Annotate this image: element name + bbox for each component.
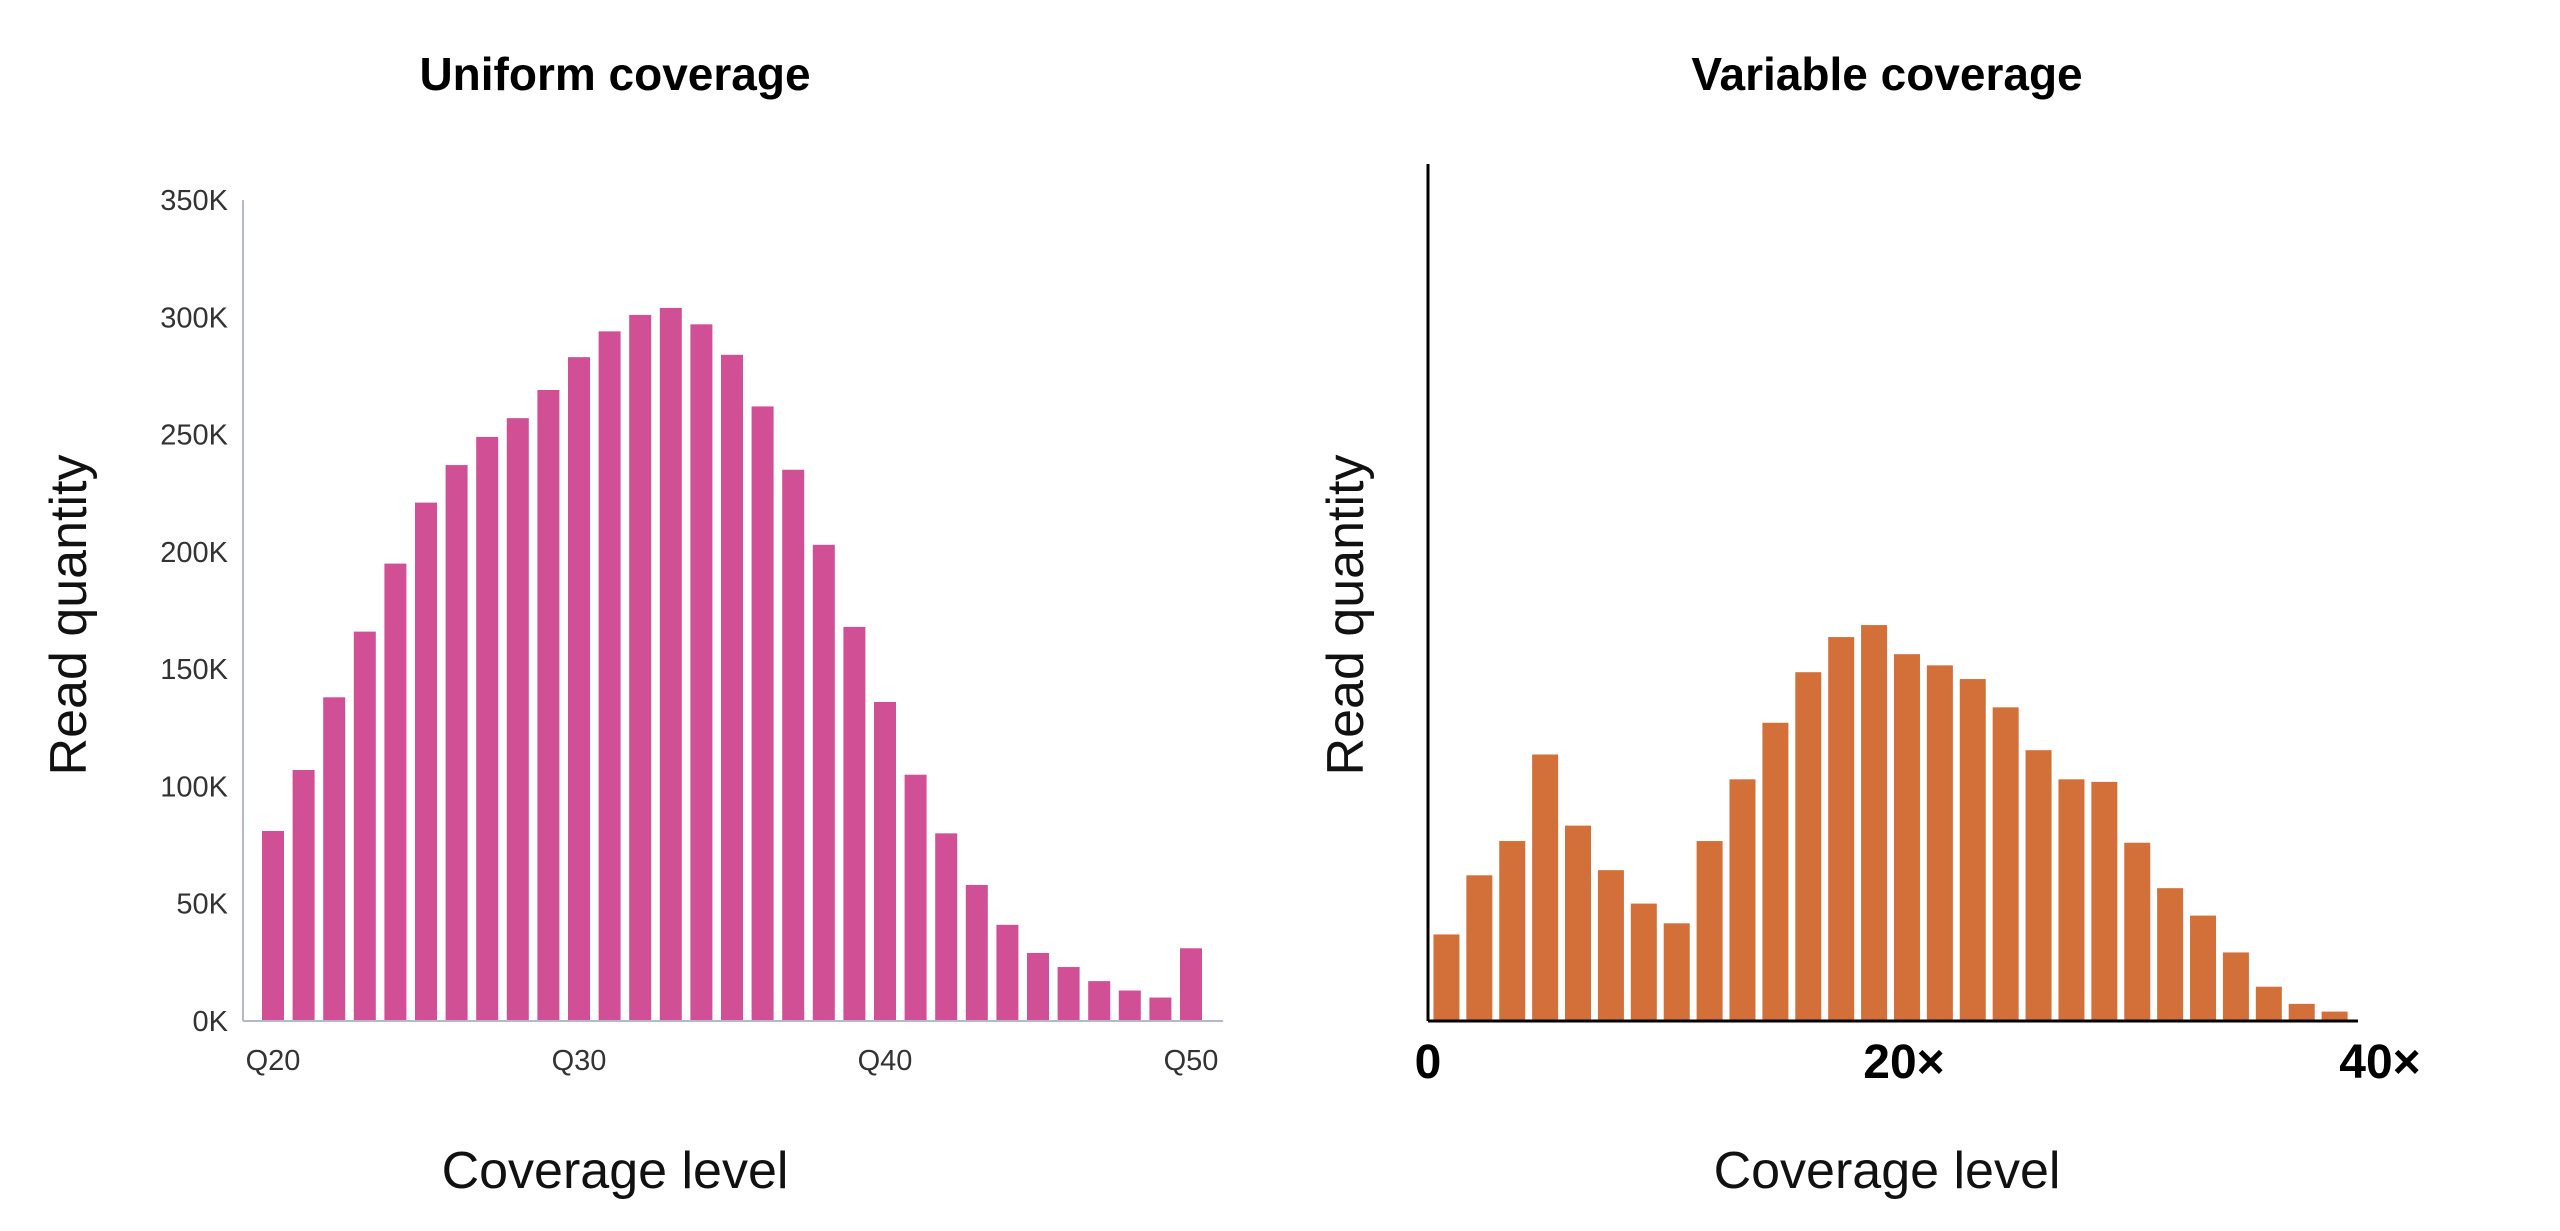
bar-bin-26 — [2255, 986, 2282, 1021]
bar-bin-21 — [2091, 781, 2118, 1021]
bar-q39 — [843, 626, 866, 1021]
uniform-coverage-chart: Uniform coverage Read quantity Coverage … — [40, 48, 1223, 1200]
y-tick-label: 150K — [160, 654, 228, 686]
bar-bin-9 — [1696, 841, 1723, 1021]
bar-q25 — [415, 502, 437, 1021]
bar-q40 — [874, 701, 896, 1021]
bar-q34 — [690, 324, 713, 1021]
bar-bin-8 — [1663, 923, 1690, 1021]
y-tick-label: 200K — [160, 537, 228, 569]
bar-bin-25 — [2222, 952, 2249, 1021]
y-axis-label: Read quantity — [1317, 455, 1375, 776]
bar-q20 — [262, 830, 284, 1021]
bar-bin-15 — [1893, 654, 1920, 1021]
bar-q35 — [721, 354, 743, 1021]
x-tick-label: Q20 — [246, 1045, 301, 1077]
bar-q30 — [568, 357, 590, 1022]
bar-q47 — [1088, 981, 1111, 1021]
bar-q33 — [659, 307, 682, 1022]
bar-bin-13 — [1828, 637, 1855, 1021]
x-tick-label: Q40 — [858, 1045, 913, 1077]
bar-q48 — [1118, 990, 1141, 1021]
bar-bin-20 — [2058, 779, 2085, 1021]
bar-q37 — [782, 469, 805, 1021]
y-tick-label: 50K — [176, 889, 228, 921]
bar-q32 — [629, 314, 652, 1021]
bar-bin-7 — [1630, 903, 1657, 1021]
bar-bin-24 — [2190, 915, 2217, 1021]
bar-q38 — [812, 544, 835, 1021]
bar-bin-22 — [2124, 842, 2151, 1021]
y-tick-label: 0K — [193, 1006, 229, 1038]
y-tick-label: 100K — [160, 771, 228, 803]
bar-q42 — [935, 833, 958, 1021]
bar-q27 — [476, 436, 499, 1022]
bar-bin-6 — [1597, 870, 1624, 1021]
bar-q45 — [1027, 952, 1049, 1021]
bar-q28 — [506, 418, 529, 1021]
bar-bin-27 — [2288, 1003, 2315, 1021]
bar-q22 — [323, 697, 346, 1021]
bar-q31 — [598, 331, 621, 1021]
y-axis-label: Read quantity — [40, 455, 98, 776]
bar-q43 — [965, 884, 988, 1021]
bar-q21 — [292, 770, 315, 1021]
bar-bin-16 — [1926, 665, 1953, 1021]
bar-bin-3 — [1499, 841, 1526, 1021]
bar-bin-28 — [2321, 1011, 2348, 1021]
chart-title: Variable coverage — [1691, 48, 2082, 100]
y-tick-label: 350K — [160, 185, 228, 217]
bar-q46 — [1057, 967, 1080, 1021]
bar-bin-19 — [2025, 750, 2052, 1021]
x-tick-label: Q30 — [552, 1045, 607, 1077]
x-tick-label: 0 — [1415, 1036, 1442, 1089]
bar-bin-17 — [1959, 679, 1986, 1021]
x-tick-label: 40× — [2339, 1036, 2420, 1089]
bar-q29 — [537, 390, 560, 1021]
bar-bin-2 — [1466, 875, 1493, 1021]
bar-bin-23 — [2157, 888, 2184, 1021]
x-tick-label: Q50 — [1164, 1045, 1219, 1077]
bar-q24 — [384, 563, 407, 1021]
bar-q23 — [353, 631, 376, 1021]
x-axis-label: Coverage level — [442, 1142, 789, 1200]
bar-bin-1 — [1433, 934, 1460, 1021]
bar-q41 — [904, 774, 927, 1021]
bar-q49 — [1149, 997, 1172, 1021]
bar-bin-11 — [1762, 722, 1789, 1021]
bar-q26 — [445, 465, 468, 1022]
bar-bin-18 — [1992, 707, 2019, 1021]
y-tick-label: 300K — [160, 302, 228, 334]
bar-q36 — [751, 406, 774, 1021]
chart-title: Uniform coverage — [419, 48, 810, 100]
y-tick-label: 250K — [160, 420, 228, 452]
bar-q44 — [996, 924, 1019, 1021]
x-tick-label: 20× — [1863, 1036, 1944, 1089]
variable-coverage-chart: Variable coverage Read quantity Coverage… — [1317, 48, 2421, 1200]
bar-bin-4 — [1532, 754, 1559, 1021]
bar-bin-5 — [1565, 825, 1592, 1021]
bar-bin-10 — [1729, 779, 1756, 1021]
bar-bin-12 — [1795, 672, 1822, 1021]
x-axis-label: Coverage level — [1714, 1142, 2061, 1200]
bar-bin-14 — [1861, 625, 1888, 1021]
bar-q50 — [1180, 948, 1202, 1021]
